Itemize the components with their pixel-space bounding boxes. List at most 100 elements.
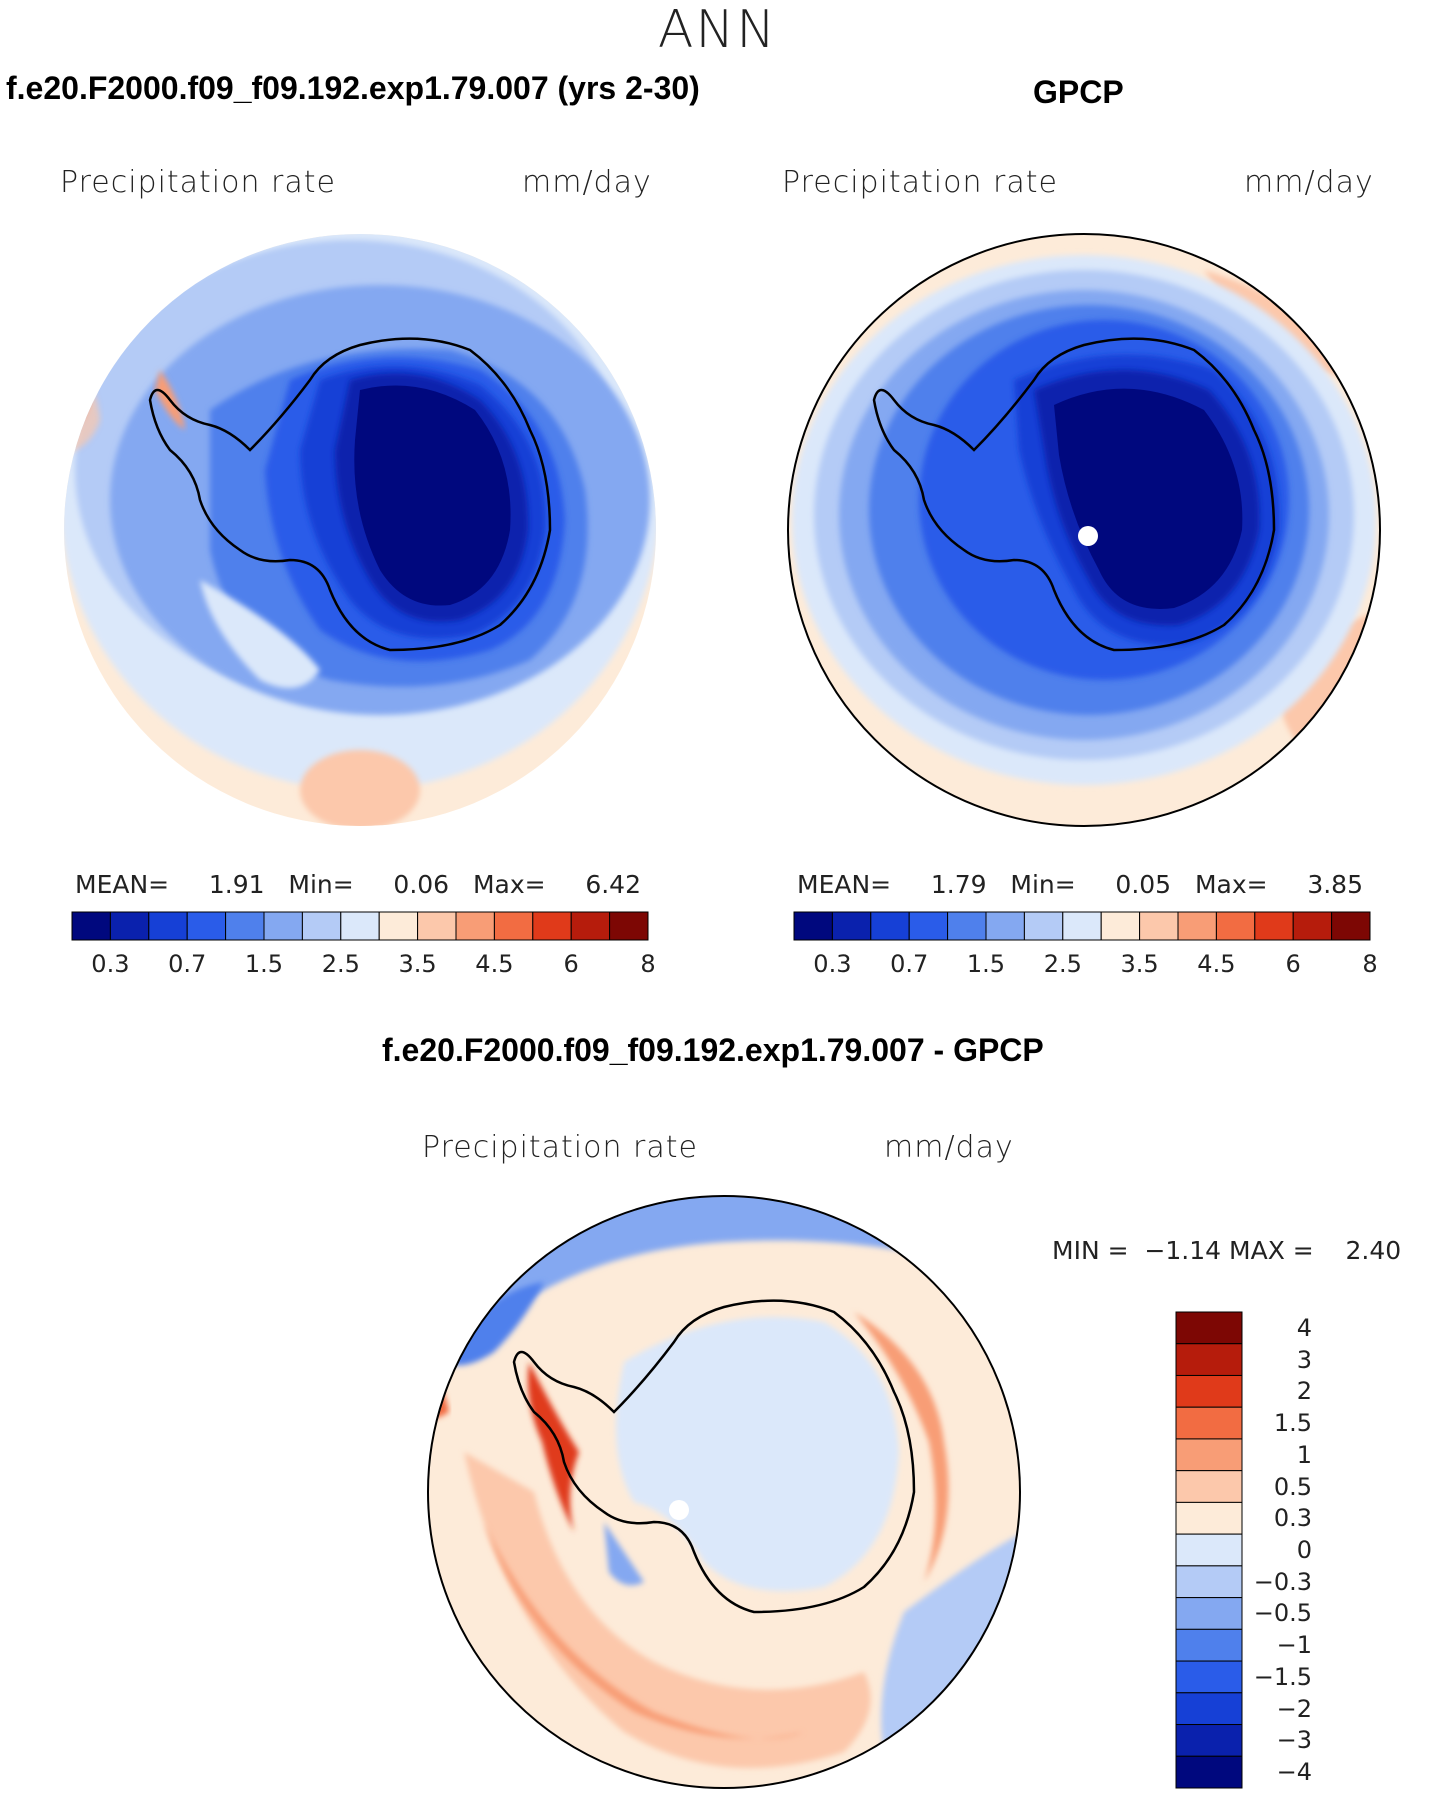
obs-colorbar-swatch [870, 911, 910, 941]
model-mean-value: 1.91 [208, 870, 265, 899]
model-colorbar-swatch [417, 911, 457, 941]
diff-colorbar-swatch [1175, 1565, 1243, 1599]
diff-colorbar-tick-label: 1.5 [1273, 1409, 1312, 1438]
obs-colorbar-tick-label: 1.5 [966, 950, 1006, 978]
diff-colorbar-swatch [1175, 1628, 1243, 1662]
obs-coastline [872, 337, 1276, 652]
obs-colorbar-swatch [1331, 911, 1371, 941]
obs-polar-map [787, 233, 1381, 827]
model-colorbar-swatch [378, 911, 419, 941]
diff-colorbar-swatch [1175, 1311, 1243, 1345]
model-colorbar-tick-label: 0.7 [168, 950, 207, 978]
diff-colorbar-swatch [1175, 1343, 1243, 1376]
obs-colorbar-swatch [1100, 911, 1141, 941]
obs-colorbar-swatch [1062, 911, 1102, 941]
diff-colorbar-swatch [1175, 1660, 1243, 1694]
diff-case-title: f.e20.F2000.f09_f09.192.exp1.79.007 - GP… [382, 1032, 1044, 1068]
obs-colorbar-tick-label: 8 [1362, 950, 1378, 978]
model-colorbar-tick-label: 3.5 [398, 950, 437, 978]
model-colorbar-swatch [225, 911, 265, 941]
obs-max-value: 3.85 [1307, 870, 1363, 899]
obs-case-title: GPCP [1033, 74, 1124, 110]
diff-colorbar-tick-label: 2 [1296, 1377, 1312, 1406]
diff-colorbar-tick-label: 3 [1296, 1345, 1312, 1374]
obs-min-value: 0.05 [1115, 870, 1172, 899]
obs-variable-label: Precipitation rate [782, 165, 1058, 200]
diff-colorbar-swatch [1175, 1501, 1243, 1535]
model-stats: MEAN= 1.91 Min= 0.06 Max= 6.42 [75, 870, 641, 899]
diff-colorbar-swatch [1175, 1438, 1243, 1472]
obs-colorbar-tick-label: 2.5 [1043, 950, 1082, 978]
diff-min-label: MIN = [1052, 1236, 1129, 1265]
diff-colorbar-swatch [1175, 1533, 1243, 1567]
obs-colorbar-swatch [793, 911, 833, 941]
model-colorbar-swatch [609, 911, 649, 941]
obs-colorbar-swatch [1254, 911, 1294, 941]
obs-colorbar-swatch [1215, 911, 1256, 941]
model-colorbar-swatch [186, 911, 227, 941]
model-colorbar-swatch [455, 911, 495, 941]
obs-colorbar-swatch [1139, 911, 1179, 941]
diff-units-label: mm/day [884, 1130, 1014, 1165]
diff-colorbar-swatch [1175, 1406, 1243, 1440]
model-max-label: Max= [472, 870, 546, 899]
obs-colorbar-swatch [1023, 911, 1064, 941]
model-colorbar-tick-label: 0.3 [91, 950, 130, 978]
obs-colorbar-swatch [1177, 911, 1217, 941]
diff-colorbar-swatch [1175, 1692, 1243, 1726]
model-colorbar-tick-label: 6 [563, 950, 579, 978]
obs-pole-marker [1078, 526, 1098, 546]
diff-colorbar-tick-label: −0.3 [1253, 1567, 1312, 1596]
obs-colorbar-ticks: 0.3 0.7 1.5 2.5 3.5 4.5 6 8 [792, 950, 1377, 980]
diff-colorbar-tick-label: −4 [1276, 1758, 1312, 1787]
obs-colorbar-tick-label: 0.3 [813, 950, 852, 978]
diff-colorbar [1175, 1311, 1243, 1789]
main-title: ANN [657, 0, 778, 60]
model-colorbar-swatch [340, 911, 380, 941]
diff-colorbar-tick-label: −2 [1276, 1694, 1312, 1723]
obs-contour-fill [788, 234, 1380, 826]
model-colorbar-tick-label: 4.5 [475, 950, 514, 978]
model-max-value: 6.42 [585, 870, 641, 899]
model-colorbar-swatch [570, 911, 611, 941]
diff-min-value: −1.14 [1144, 1236, 1222, 1265]
obs-mean-value: 1.79 [930, 870, 987, 899]
model-contour-fill [64, 234, 656, 826]
obs-stats: MEAN= 1.79 Min= 0.05 Max= 3.85 [797, 870, 1363, 899]
diff-max-label: MAX = [1229, 1236, 1314, 1265]
obs-colorbar-tick-label: 4.5 [1197, 950, 1236, 978]
obs-min-label: Min= [1010, 870, 1076, 899]
model-polar-map [64, 234, 656, 826]
diff-colorbar-swatch [1175, 1597, 1243, 1630]
diff-colorbar-tick-label: 0.5 [1273, 1472, 1312, 1501]
obs-colorbar-swatch [1292, 911, 1333, 941]
diff-max-value: 2.40 [1345, 1236, 1402, 1265]
diff-colorbar-swatch [1175, 1470, 1243, 1503]
obs-mean-label: MEAN= [797, 870, 892, 899]
obs-colorbar-swatch [985, 911, 1025, 941]
model-colorbar [71, 911, 649, 941]
diff-colorbar-swatch [1175, 1374, 1243, 1408]
obs-colorbar-tick-label: 3.5 [1120, 950, 1159, 978]
model-colorbar-swatch [301, 911, 342, 941]
diff-colorbar-ticks: 4 3 2 1.5 1 0.5 0.3 0 −0.3 −0.5 −1 −1.5 −2 −3 −4 [1250, 1310, 1350, 1790]
model-colorbar-swatch [148, 911, 188, 941]
diff-colorbar-swatch [1175, 1755, 1243, 1789]
model-colorbar-ticks: 0.3 0.7 1.5 2.5 3.5 4.5 6 8 [70, 950, 655, 980]
diff-colorbar-tick-label: −1.5 [1253, 1662, 1312, 1691]
model-min-value: 0.06 [393, 870, 450, 899]
model-mean-label: MEAN= [75, 870, 170, 899]
model-min-label: Min= [288, 870, 354, 899]
diff-colorbar-tick-label: −1 [1276, 1631, 1312, 1660]
obs-colorbar-tick-label: 6 [1285, 950, 1301, 978]
diff-colorbar-tick-label: 0 [1296, 1536, 1312, 1564]
diff-stats: MIN = −1.14 MAX = 2.40 [1052, 1236, 1401, 1265]
model-colorbar-swatch [71, 911, 111, 941]
obs-colorbar-swatch [947, 911, 987, 941]
model-colorbar-swatch [532, 911, 572, 941]
model-units-label: mm/day [522, 165, 652, 200]
obs-units-label: mm/day [1244, 165, 1374, 200]
model-colorbar-tick-label: 8 [640, 950, 656, 978]
model-coastline [148, 337, 552, 652]
obs-colorbar-swatch [908, 911, 949, 941]
